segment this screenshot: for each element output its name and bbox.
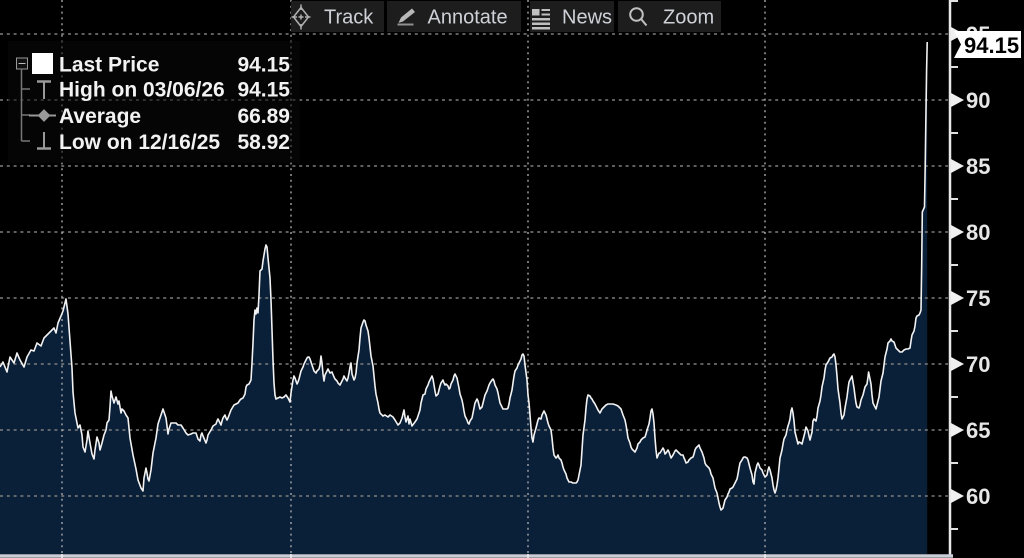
svg-text:90: 90 bbox=[966, 88, 990, 113]
svg-text:60: 60 bbox=[966, 484, 990, 509]
svg-text:85: 85 bbox=[966, 154, 990, 179]
svg-text:High on 03/06/26: High on 03/06/26 bbox=[59, 79, 225, 102]
svg-text:Low on 12/16/25: Low on 12/16/25 bbox=[59, 131, 220, 154]
svg-text:80: 80 bbox=[966, 220, 990, 245]
svg-text:58.92: 58.92 bbox=[237, 131, 290, 154]
svg-text:75: 75 bbox=[966, 286, 990, 311]
svg-text:94.15: 94.15 bbox=[237, 54, 290, 77]
svg-text:Annotate: Annotate bbox=[428, 7, 508, 29]
svg-text:94.15: 94.15 bbox=[237, 79, 290, 102]
svg-text:94.15: 94.15 bbox=[964, 33, 1019, 58]
svg-text:70: 70 bbox=[966, 352, 990, 377]
svg-text:Average: Average bbox=[59, 105, 141, 128]
svg-text:Zoom: Zoom bbox=[663, 7, 714, 29]
svg-text:Last Price: Last Price bbox=[59, 54, 159, 77]
svg-text:News: News bbox=[562, 7, 612, 29]
svg-text:66.89: 66.89 bbox=[237, 105, 290, 128]
svg-text:Track: Track bbox=[324, 7, 374, 29]
svg-text:65: 65 bbox=[966, 418, 990, 443]
